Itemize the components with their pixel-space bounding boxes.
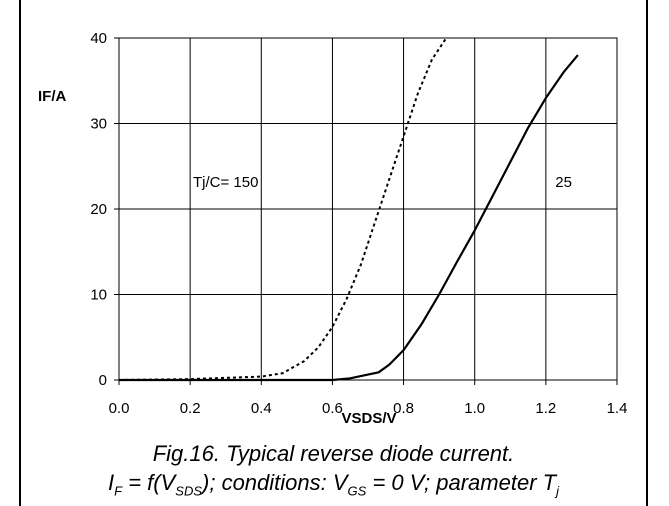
caption-eq2: ); conditions: V <box>202 470 348 495</box>
caption-if-sub: F <box>114 483 123 499</box>
grid <box>114 37 618 385</box>
x-tick-label: 0.2 <box>180 400 201 417</box>
annotation-150: Tj/C= 150 <box>193 174 258 191</box>
y-axis-label: IF/A <box>38 88 66 105</box>
caption-if: I <box>108 470 115 495</box>
series-25c-line <box>119 54 579 382</box>
y-tick-label: 30 <box>90 116 107 133</box>
caption-tj-sub: j <box>556 483 559 499</box>
caption-gs-sub: GS <box>347 483 367 499</box>
caption-sds-sub: SDS <box>175 483 203 499</box>
annotation-25: 25 <box>555 174 572 191</box>
x-tick-label: 1.2 <box>535 400 556 417</box>
caption-line-1: Fig.16. Typical reverse diode current. <box>152 441 515 466</box>
x-tick-label: 1.0 <box>464 400 485 417</box>
x-tick-label: 0.4 <box>251 400 272 417</box>
x-tick-label: 0.0 <box>109 400 130 417</box>
y-tick-label: 0 <box>99 372 107 389</box>
caption-eq1: = f(V <box>122 470 176 495</box>
y-tick-label: 20 <box>90 201 107 218</box>
annotations: Tj/C= 150 25 <box>193 174 572 191</box>
series-lines <box>118 37 579 382</box>
figure-frame <box>19 0 648 506</box>
chart: 0.0 0.2 0.4 0.6 0.8 1.0 1.2 1.4 0 10 20 30 40 VSDS/… <box>38 30 628 427</box>
series-150c-line <box>118 37 448 381</box>
caption-line-2: IF = f(VSDS); conditions: VGS = 0 V; par… <box>19 470 648 498</box>
y-tick-label: 40 <box>90 30 107 47</box>
x-tick-labels: 0.0 0.2 0.4 0.6 0.8 1.0 1.2 1.4 <box>109 400 628 417</box>
x-axis-label: VSDS/V <box>341 410 396 427</box>
y-tick-labels: 0 10 20 30 40 <box>90 30 107 389</box>
caption-eq3: = 0 V; parameter T <box>366 470 557 495</box>
x-tick-label: 0.6 <box>322 400 343 417</box>
x-tick-label: 1.4 <box>607 400 628 417</box>
x-tick-label: 0.8 <box>393 400 414 417</box>
y-tick-label: 10 <box>90 287 107 304</box>
